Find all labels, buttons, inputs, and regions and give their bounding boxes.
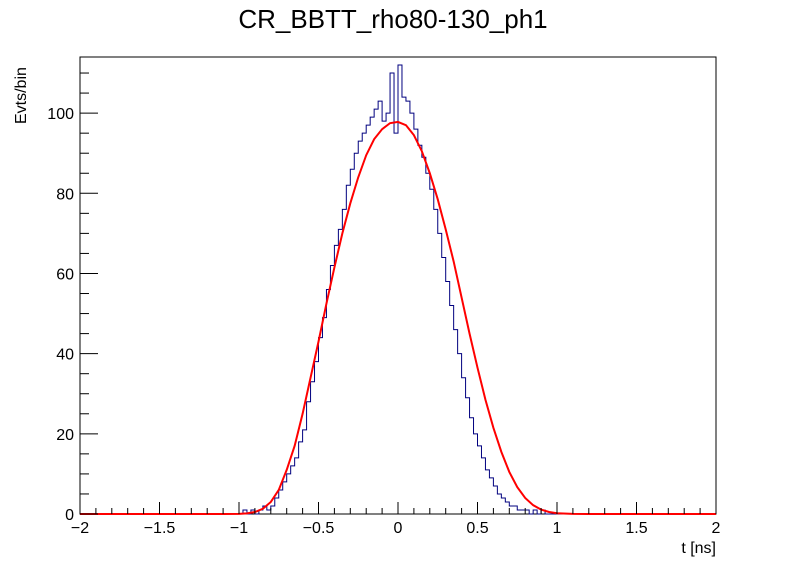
y-tick-label: 20 <box>56 427 74 444</box>
x-tick-label: −2 <box>71 520 89 537</box>
histogram-series <box>80 64 716 515</box>
x-tick-label: 2 <box>712 520 721 537</box>
y-axis: 0 20 40 60 80 100 <box>47 72 98 524</box>
x-axis-label: t [ns] <box>681 540 716 557</box>
y-tick-label: 40 <box>56 347 74 364</box>
x-tick-label: −0.5 <box>303 520 335 537</box>
y-tick-label: 80 <box>56 186 74 203</box>
y-tick-label: 100 <box>47 106 74 123</box>
y-axis-label: Evts/bin <box>13 67 30 124</box>
x-tick-label: 1 <box>553 520 562 537</box>
x-tick-label: 0 <box>394 520 403 537</box>
fit-curve <box>80 120 716 515</box>
y-tick-label: 0 <box>65 507 74 524</box>
x-tick-label: −1 <box>230 520 248 537</box>
x-axis: −2 −1.5 −1 −0.5 0 0.5 1 1.5 2 <box>71 502 721 537</box>
x-tick-label: 0.5 <box>466 520 488 537</box>
chart-title: CR_BBTT_rho80-130_ph1 <box>238 4 547 34</box>
x-tick-label: 1.5 <box>625 520 647 537</box>
histogram-outline <box>80 64 716 515</box>
y-tick-label: 60 <box>56 266 74 283</box>
x-tick-label: −1.5 <box>144 520 176 537</box>
fit-series <box>80 120 716 515</box>
